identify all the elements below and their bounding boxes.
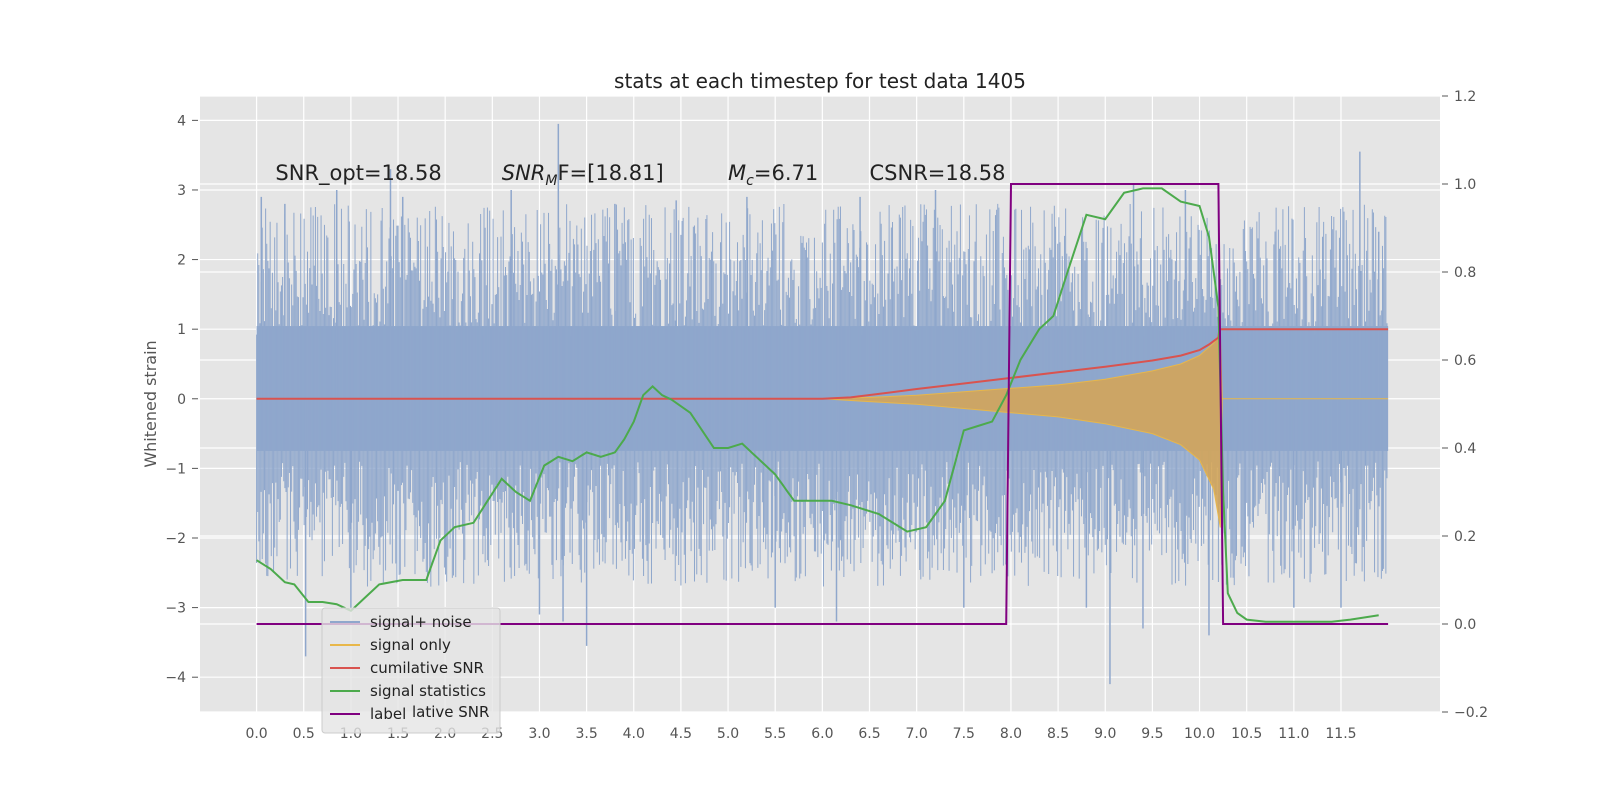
legend-box [321,607,501,734]
annotations: SNR_opt=18.58 SNRMF=[18.81] Mc=6.71 CSNR=18… [275,161,1005,189]
y-tick-label: 0 [177,392,186,408]
x-tick-label: 3.0 [528,726,550,742]
x-tick-label: 10.0 [1184,726,1215,742]
x-tick-label: 6.0 [811,726,833,742]
annotation-part: SNR [502,161,546,185]
x-tick-label: 11.0 [1278,726,1309,742]
series-cumulative-snr [256,328,1389,400]
annotation: SNR_opt=18.58 [275,161,441,186]
annotation-part: SNR_opt=18.58 [275,161,441,186]
y2-tick-label: 0.8 [1454,265,1476,281]
annotation: SNRMF=[18.81] [502,161,664,189]
axes: 0.0 0.5 1.0 1.5 2.0 2.5 3.0 3.5 4.0 4.5 5.0 5.5 6.0 6… [165,89,1488,742]
legend-entry: signal only [370,636,451,654]
y-tick-label: −3 [165,601,186,617]
x-tick-label: 5.5 [764,726,786,742]
x-tick-label: 0.5 [293,726,315,742]
x-tick-label: 11.5 [1325,726,1356,742]
annotation-part: CSNR=18.58 [870,161,1006,185]
x-tick-label: 0.0 [245,726,267,742]
annotation: CSNR=18.58 [870,161,1006,185]
legend-overlap-text: lative SNR [412,703,489,721]
y2-tick-label: 0.6 [1454,353,1476,369]
y-tick-label: −2 [165,531,186,547]
data-layer [256,123,1389,685]
x-tick-label: 10.5 [1231,726,1262,742]
chart-title: stats at each timestep for test data 140… [614,69,1026,93]
x-tick-label: 7.0 [906,726,928,742]
legend-entry: signal statistics [370,682,486,700]
series-label [256,183,1389,625]
y2-tick-label: 1.2 [1454,89,1476,105]
annotation: Mc=6.71 [728,161,818,189]
x-tick-label: 8.0 [1000,726,1022,742]
y2-tick-label: 0.0 [1454,617,1476,633]
annotation-part: =6.71 [754,161,818,185]
x-tick-label: 9.5 [1141,726,1163,742]
x-tick-label: 3.5 [575,726,597,742]
y-tick-label: −1 [165,461,186,477]
series-signal-only [256,331,1389,528]
legend: lative SNR signal+ noise signal only cumila… [321,607,501,734]
y-tick-label: 4 [177,113,186,129]
y2-tick-label: 0.2 [1454,529,1476,545]
y-tick-label: 3 [177,183,186,199]
y-axis-label: Whitened strain [141,340,160,467]
x-tick-label: 7.5 [953,726,975,742]
y2-tick-label: −0.2 [1454,705,1488,721]
y2-tick-label: 1.0 [1454,177,1476,193]
legend-entry: label [370,705,406,723]
x-tick-label: 5.0 [717,726,739,742]
annotation-subscript: M [545,173,557,189]
legend-entry: signal+ noise [370,613,472,631]
annotation-part: M [728,161,746,185]
x-tick-label: 9.0 [1094,726,1116,742]
x-tick-label: 4.0 [623,726,645,742]
annotation-part: F=[18.81] [557,161,663,185]
y-tick-label: 1 [177,322,186,338]
y-tick-label: 2 [177,253,186,269]
x-tick-label: 6.5 [858,726,880,742]
x-tick-label: 8.5 [1047,726,1069,742]
y-tick-label: −4 [165,670,186,686]
y2-tick-label: 0.4 [1454,441,1476,457]
series-signal-statistics [256,187,1379,623]
annotation-subscript: c [746,173,754,189]
legend-entry: cumilative SNR [370,659,484,677]
x-tick-label: 4.5 [670,726,692,742]
